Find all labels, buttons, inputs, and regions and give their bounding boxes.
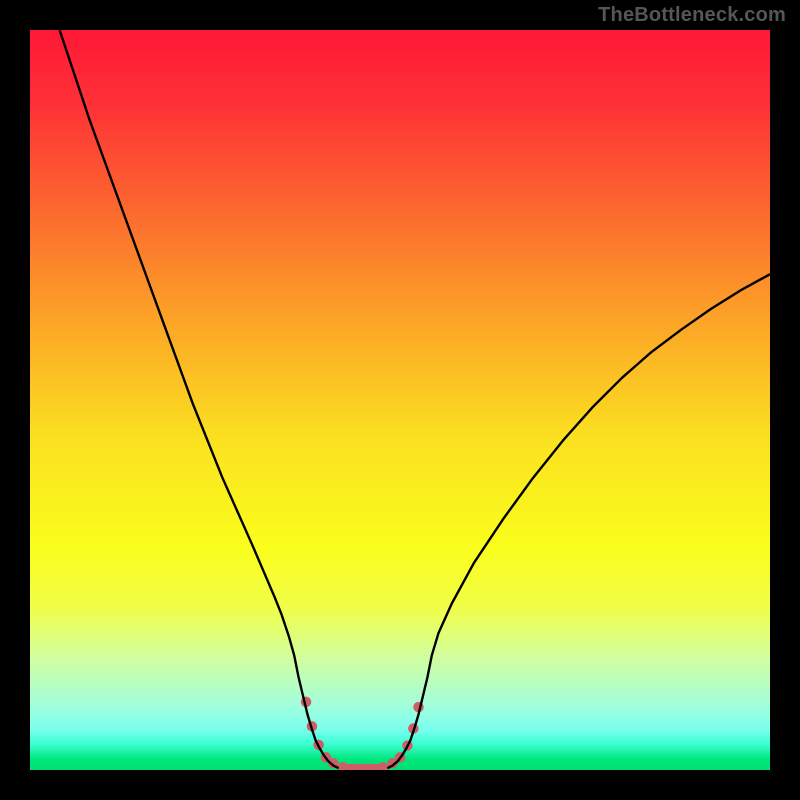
plot-area [30,30,770,770]
watermark-text: TheBottleneck.com [598,4,786,27]
outer-frame: TheBottleneck.com [0,0,800,800]
gradient-background [30,30,770,770]
chart-svg [30,30,770,770]
